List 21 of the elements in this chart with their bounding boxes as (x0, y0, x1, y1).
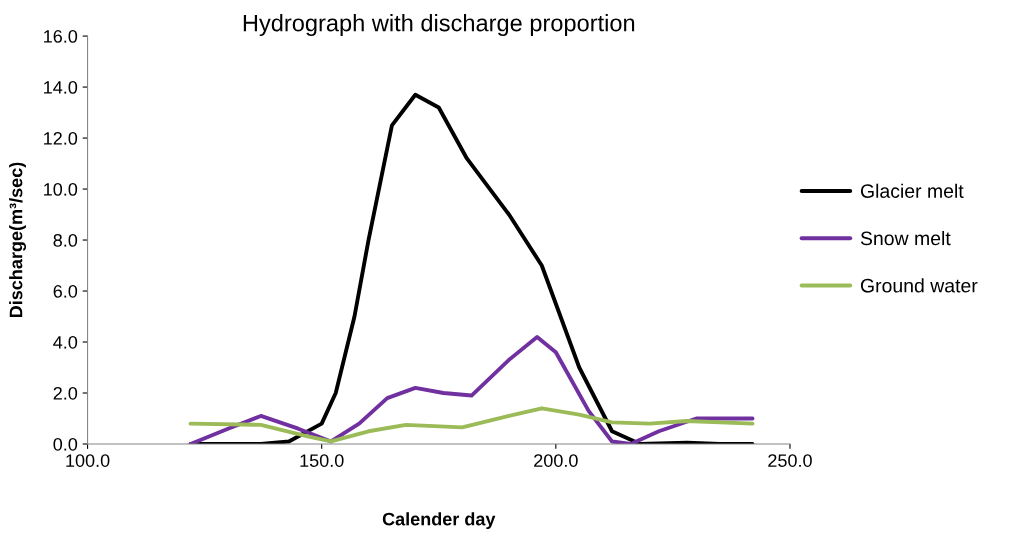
x-tick-label: 250.0 (768, 454, 812, 467)
x-axis-title: Calender day (382, 512, 496, 530)
legend-label: Glacier melt (860, 183, 964, 198)
y-tick-label: 16.0 (44, 30, 78, 43)
chart-title: Hydrograph with discharge proportion (243, 14, 635, 37)
x-tick-label: 200.0 (534, 454, 578, 467)
y-axis-title: Discharge(m³/sec) (9, 162, 27, 318)
legend-label: Ground water (860, 278, 978, 293)
x-tick-label: 150.0 (300, 454, 344, 467)
y-tick-label: 8.0 (53, 233, 78, 247)
y-tick-label: 0.0 (53, 437, 78, 451)
y-tick-label: 2.0 (53, 386, 78, 400)
y-tick-label: 10.0 (44, 182, 78, 196)
y-tick-label: 4.0 (53, 335, 78, 349)
y-tick-label: 14.0 (44, 81, 78, 94)
legend-label: Snow melt (860, 230, 951, 246)
x-tick-label: 100.0 (66, 454, 110, 467)
y-tick-label: 12.0 (44, 131, 78, 145)
line-series (188, 406, 755, 444)
line-series (188, 334, 755, 444)
y-tick-label: 6.0 (53, 284, 78, 298)
